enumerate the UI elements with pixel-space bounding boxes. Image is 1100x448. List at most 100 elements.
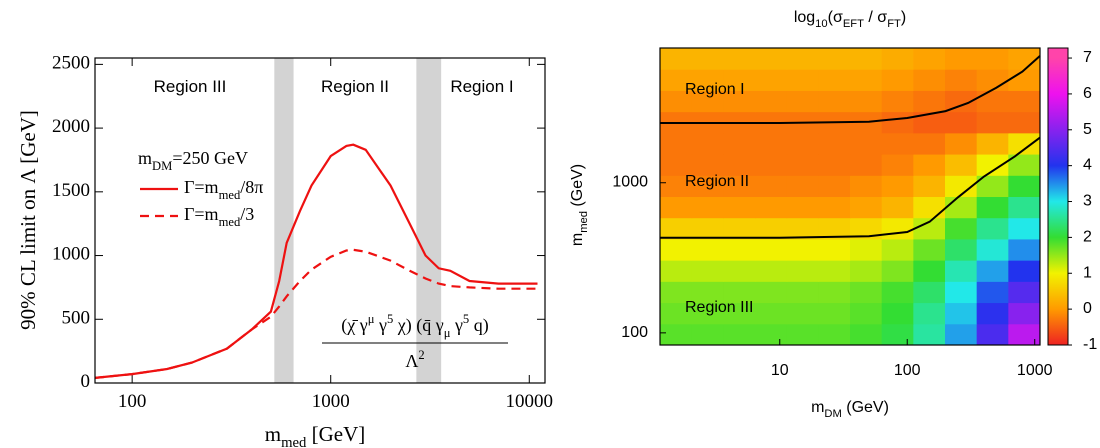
x-tick-label: 10000 bbox=[506, 391, 554, 412]
heatmap-cell bbox=[881, 90, 914, 113]
region-label: Region I bbox=[685, 81, 745, 98]
heatmap-cell bbox=[660, 69, 693, 91]
heatmap-cell bbox=[660, 48, 693, 70]
heatmap-cell bbox=[976, 175, 1009, 197]
colorbar-tick-label: 7 bbox=[1083, 49, 1092, 66]
heatmap-cell bbox=[913, 281, 946, 304]
y-axis-label: mmed (GeV) bbox=[569, 164, 590, 246]
heatmap-cell bbox=[755, 132, 788, 155]
heatmap-cell bbox=[913, 196, 946, 219]
heatmap-cell bbox=[976, 48, 1009, 70]
heatmap-cell bbox=[881, 217, 914, 240]
heatmap-cell bbox=[818, 48, 851, 70]
heatmap-cell bbox=[945, 154, 978, 176]
heatmap-cell bbox=[881, 69, 914, 91]
heatmap-cell bbox=[723, 323, 756, 346]
x-tick-label: 100 bbox=[894, 362, 921, 379]
heatmap-cell bbox=[660, 217, 693, 240]
heatmap-cell bbox=[660, 196, 693, 219]
heatmap-cell bbox=[691, 196, 724, 219]
heatmap-cell bbox=[723, 90, 756, 113]
heatmap-cell bbox=[723, 69, 756, 91]
heatmap-cell bbox=[691, 260, 724, 282]
x-axis-label: mDM (GeV) bbox=[811, 399, 889, 420]
heatmap-cell bbox=[786, 260, 819, 282]
heatmap-cell bbox=[786, 217, 819, 240]
heatmap-cell bbox=[945, 302, 978, 325]
heatmap-cell bbox=[755, 48, 788, 70]
heatmap-cell bbox=[976, 132, 1009, 155]
legend-title: mDM=250 GeV bbox=[138, 148, 248, 173]
colorbar-tick-label: 6 bbox=[1083, 85, 1092, 102]
heatmap-cell bbox=[660, 323, 693, 346]
region-band bbox=[274, 58, 294, 383]
heatmap-cell bbox=[723, 154, 756, 176]
heatmap-cell bbox=[945, 281, 978, 304]
y-tick-label: 2000 bbox=[52, 116, 90, 137]
heatmap-cell bbox=[755, 323, 788, 346]
plot-frame bbox=[94, 57, 546, 384]
heatmap-cell bbox=[691, 154, 724, 176]
heatmap-cell bbox=[691, 217, 724, 240]
y-tick-label: 1500 bbox=[52, 180, 90, 201]
heatmap-cell bbox=[1008, 217, 1041, 240]
heatmap-cell bbox=[913, 90, 946, 113]
region-label: Region II bbox=[685, 173, 749, 190]
heatmap-cell bbox=[660, 132, 693, 155]
annotation-denominator: Λ2 bbox=[405, 348, 424, 371]
heatmap-cell bbox=[850, 281, 883, 304]
heatmap-cell bbox=[976, 281, 1009, 304]
heatmap-cell bbox=[850, 175, 883, 197]
heatmap-cell bbox=[660, 281, 693, 304]
heatmap-cell bbox=[850, 323, 883, 346]
heatmap-cell bbox=[945, 196, 978, 219]
heatmap-cell bbox=[850, 260, 883, 282]
heatmap-cell bbox=[818, 196, 851, 219]
heatmap-cell bbox=[818, 238, 851, 261]
heatmap-cell bbox=[976, 302, 1009, 325]
heatmap-cell bbox=[913, 154, 946, 176]
heatmap-cell bbox=[818, 132, 851, 155]
heatmap-cell bbox=[755, 281, 788, 304]
heatmap-cell bbox=[818, 302, 851, 325]
heatmap-cell bbox=[691, 238, 724, 261]
heatmap-cell bbox=[1008, 154, 1041, 176]
heatmap-cell bbox=[881, 196, 914, 219]
heatmap-cell bbox=[881, 302, 914, 325]
heatmap-cell bbox=[881, 281, 914, 304]
region-label: Region III bbox=[154, 77, 227, 96]
colorbar-tick-label: 3 bbox=[1083, 193, 1092, 210]
heatmap-cell bbox=[945, 175, 978, 197]
heatmap-cell bbox=[660, 302, 693, 325]
heatmap-cell bbox=[850, 217, 883, 240]
heatmap-cell bbox=[1008, 302, 1041, 325]
x-tick-label: 1000 bbox=[312, 391, 350, 412]
heatmap-cell bbox=[755, 196, 788, 219]
heatmap-cell bbox=[945, 238, 978, 261]
heatmap-cell bbox=[786, 238, 819, 261]
heatmap-cell bbox=[850, 69, 883, 91]
heatmap-cell bbox=[723, 48, 756, 70]
plot-frame bbox=[659, 47, 1041, 346]
heatmap-cell bbox=[723, 196, 756, 219]
heatmap-cell bbox=[786, 90, 819, 113]
colorbar-tick-label: 1 bbox=[1083, 264, 1092, 281]
heatmap-cell bbox=[660, 238, 693, 261]
heatmap-cell bbox=[945, 48, 978, 70]
legend-label: Γ=mmed/3 bbox=[184, 204, 254, 229]
heatmap-cell bbox=[881, 132, 914, 155]
colorbar-tick-label: -1 bbox=[1083, 336, 1097, 353]
heatmap-cell bbox=[976, 154, 1009, 176]
region-label: Region III bbox=[685, 299, 753, 316]
heatmap-cell bbox=[818, 323, 851, 346]
heatmap-cell bbox=[818, 217, 851, 240]
heatmap-cell bbox=[723, 260, 756, 282]
heatmap-cell bbox=[976, 238, 1009, 261]
heatmap-cell bbox=[850, 302, 883, 325]
heatmap-cell bbox=[850, 90, 883, 113]
region-label: Region I bbox=[450, 77, 513, 96]
annotation-numerator: (χ̄ γμ γ5 χ) (q̄ γμ γ5 q) bbox=[341, 312, 488, 340]
heatmap-cell bbox=[850, 154, 883, 176]
heatmap-cell bbox=[1008, 196, 1041, 219]
